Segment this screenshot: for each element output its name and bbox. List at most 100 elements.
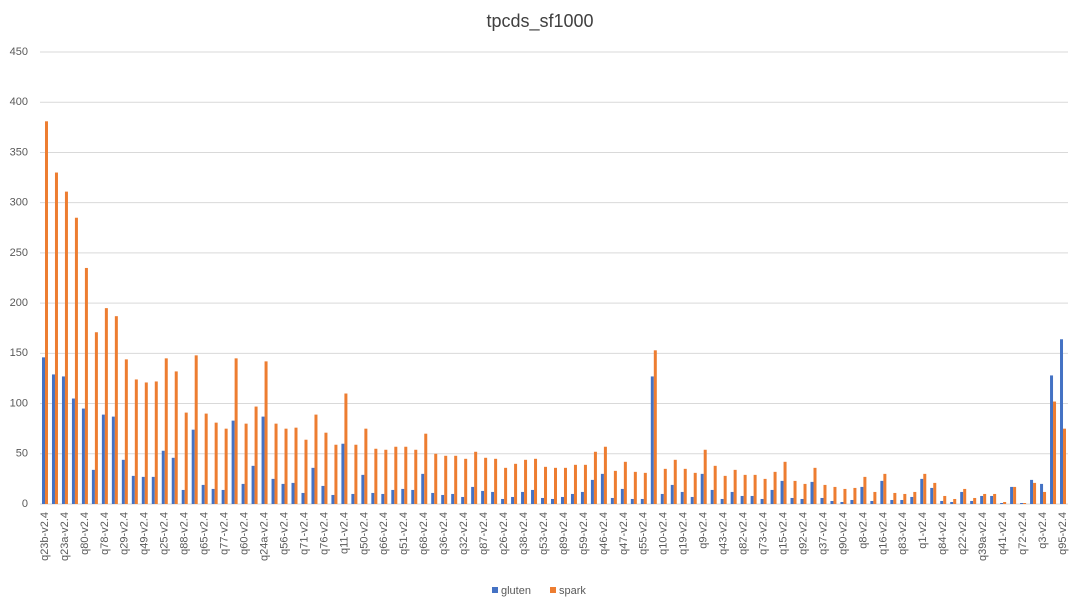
bar (620, 488, 624, 504)
bar (154, 381, 158, 504)
bar (950, 501, 954, 504)
chart-title: tpcds_sf1000 (486, 11, 593, 32)
bar (114, 316, 118, 504)
y-tick-label: 200 (10, 297, 28, 309)
x-tick-label: q55-v2.4 (638, 512, 650, 555)
x-tick-label: q16-v2.4 (877, 512, 889, 555)
bar (680, 491, 684, 504)
x-tick-label: q41-v2.4 (997, 512, 1009, 555)
y-tick-label: 450 (10, 46, 28, 58)
bar (580, 491, 584, 504)
bar (663, 468, 667, 504)
bar (673, 459, 677, 504)
bar (853, 487, 857, 504)
bar (970, 500, 974, 504)
x-tick-label: q23b-v2.4 (39, 512, 51, 561)
x-tick-label: q90-v2.4 (837, 512, 849, 555)
bar (820, 497, 824, 504)
bar (364, 428, 368, 504)
x-tick-label: q1-v2.4 (917, 512, 929, 549)
legend-swatch (550, 587, 556, 593)
x-tick-label: q36-v2.4 (438, 512, 450, 555)
bar (770, 489, 774, 504)
bar (793, 480, 797, 504)
bar (610, 497, 614, 504)
bar (431, 492, 435, 504)
x-tick-label: q38-v2.4 (518, 512, 530, 555)
x-tick-label: q60-v2.4 (239, 512, 251, 555)
x-tick-label: q84-v2.4 (937, 512, 949, 555)
bar (241, 483, 245, 504)
bar (354, 444, 358, 504)
bar (1050, 375, 1054, 504)
x-tick-label: q50-v2.4 (358, 512, 370, 555)
bar (813, 467, 817, 504)
bar (424, 433, 428, 504)
bar (633, 471, 637, 504)
bar (803, 483, 807, 504)
x-tick-label: q23a-v2.4 (59, 512, 71, 561)
bar (464, 458, 468, 504)
x-tick-label: q3-v2.4 (1037, 512, 1049, 549)
bar (71, 398, 75, 504)
bar (211, 488, 215, 504)
bar (960, 491, 964, 504)
x-tick-label: q22-v2.4 (957, 512, 969, 555)
bar (214, 422, 218, 504)
bar (613, 470, 617, 504)
x-tick-label: q32-v2.4 (458, 512, 470, 555)
bar (61, 376, 65, 504)
x-tick-label: q29-v2.4 (119, 512, 131, 555)
bar (514, 463, 518, 504)
bar (993, 493, 997, 504)
bar (1063, 428, 1067, 504)
bar (690, 496, 694, 504)
bar (790, 497, 794, 504)
bar (174, 371, 178, 504)
x-tick-label: q72-v2.4 (1017, 512, 1029, 555)
x-tick-label: q68-v2.4 (418, 512, 430, 555)
bar (511, 496, 515, 504)
bar (780, 480, 784, 504)
x-tick-label: q82-v2.4 (738, 512, 750, 555)
bar (953, 498, 957, 504)
x-tick-label: q59-v2.4 (578, 512, 590, 555)
bar (713, 465, 717, 504)
bar (111, 416, 115, 504)
bar (91, 469, 95, 504)
bar (880, 480, 884, 504)
bar (683, 468, 687, 504)
bar (134, 379, 138, 504)
x-tick-label: q56-v2.4 (278, 512, 290, 555)
bar (344, 393, 348, 504)
bar (590, 479, 594, 504)
bar (544, 466, 548, 504)
bar (840, 501, 844, 504)
bar (643, 472, 647, 504)
bar (670, 484, 674, 504)
bar (524, 459, 528, 504)
bar (870, 500, 874, 504)
bar (720, 498, 724, 504)
bar (151, 476, 155, 504)
bar (374, 448, 378, 504)
bar (221, 489, 225, 504)
bar (843, 488, 847, 504)
bar (740, 495, 744, 504)
bar (541, 497, 545, 504)
bar (640, 498, 644, 504)
bar (481, 490, 485, 504)
bar (660, 493, 664, 504)
x-tick-label: q51-v2.4 (398, 512, 410, 555)
bar (81, 408, 85, 504)
y-tick-label: 250 (10, 247, 28, 259)
x-tick-label: q24a-v2.4 (258, 512, 270, 561)
bar (401, 488, 405, 504)
bar (194, 355, 198, 504)
x-tick-label: q46-v2.4 (598, 512, 610, 555)
x-tick-label: q49-v2.4 (139, 512, 151, 555)
bar (391, 489, 395, 504)
bar (64, 191, 68, 504)
bar (74, 217, 78, 504)
